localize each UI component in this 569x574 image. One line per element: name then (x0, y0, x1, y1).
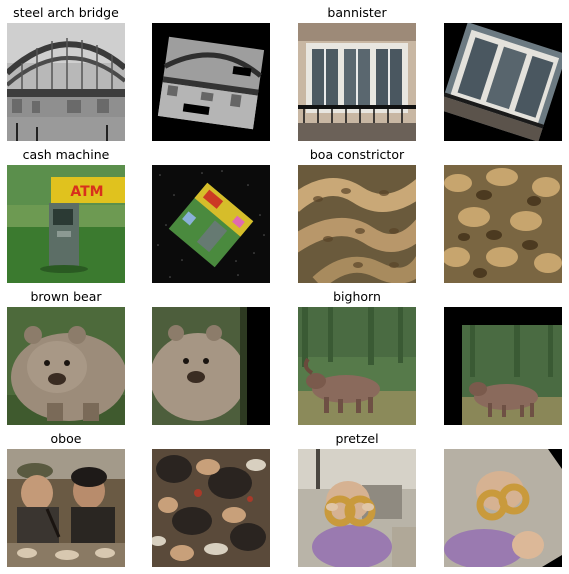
cash-machine-photo: ATM (7, 165, 125, 283)
bighorn-photo (298, 307, 416, 425)
svg-text:ATM: ATM (70, 184, 103, 200)
label-pretzel: pretzel (335, 431, 379, 446)
cash-machine-augmented (152, 165, 270, 283)
pretzel-augmented (444, 449, 562, 567)
oboe-augmented (152, 449, 270, 567)
bighorn-augmented (444, 307, 562, 425)
boa-constrictor-augmented (444, 165, 562, 283)
label-cash-machine: cash machine (22, 147, 110, 162)
label-boa-constrictor: boa constrictor (309, 147, 405, 162)
steel-arch-bridge-photo (7, 23, 125, 141)
boa-constrictor-photo (298, 165, 416, 283)
steel-arch-bridge-augmented (152, 23, 270, 141)
brown-bear-photo (7, 307, 125, 425)
brown-bear-augmented (152, 307, 270, 425)
bannister-augmented (444, 23, 562, 141)
pretzel-photo (298, 449, 416, 567)
oboe-photo (7, 449, 125, 567)
label-steel-arch-bridge: steel arch bridge (13, 5, 119, 20)
label-oboe: oboe (50, 431, 82, 446)
label-bighorn: bighorn (333, 289, 381, 304)
label-bannister: bannister (327, 5, 387, 20)
bannister-photo (298, 23, 416, 141)
label-brown-bear: brown bear (30, 289, 102, 304)
